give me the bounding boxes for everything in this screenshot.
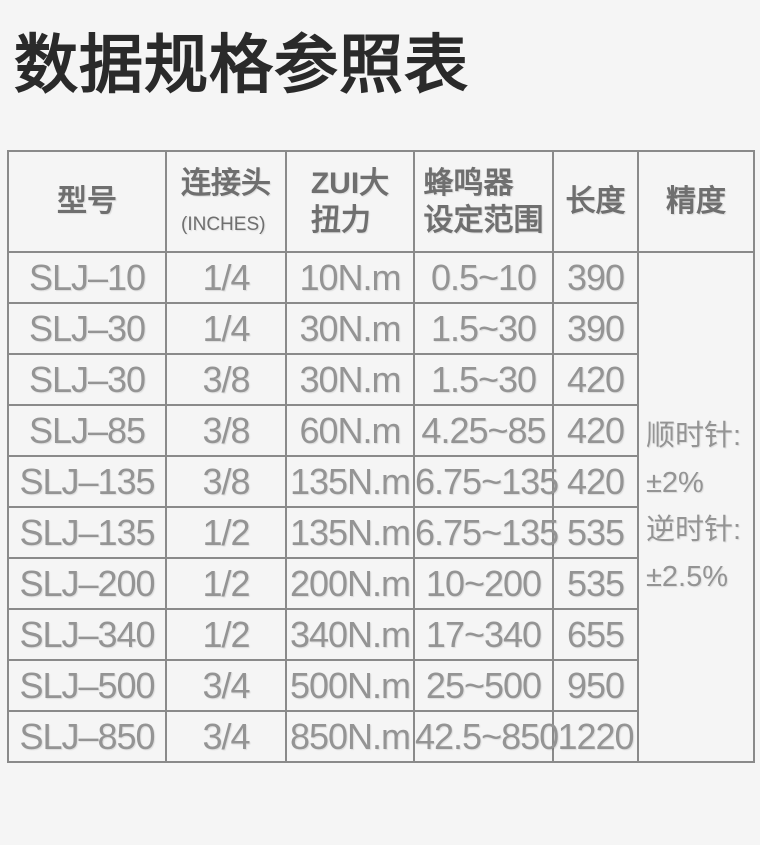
cell-connector: 1/4 (165, 302, 287, 356)
cell-torque: 135N.m (285, 506, 415, 560)
header-torque-line2: 扭力 (310, 203, 371, 237)
header-buzzer-line2: 设定范围 (423, 203, 544, 237)
cell-model: SLJ–30 (7, 302, 167, 356)
table-row: SLJ–340 1/2 340N.m 17~340 655 (7, 608, 754, 662)
header-buzzer: 蜂鸣器 设定范围 (413, 150, 554, 254)
cell-model: SLJ–135 (7, 506, 167, 560)
cell-buzzer-range: 4.25~85 (413, 404, 554, 458)
cell-connector: 1/4 (165, 251, 287, 305)
cell-model: SLJ–500 (7, 659, 167, 713)
cell-connector: 1/2 (165, 608, 287, 662)
cell-torque: 30N.m (285, 353, 415, 407)
cell-buzzer-range: 6.75~135 (413, 455, 559, 509)
cell-connector: 3/8 (165, 455, 287, 509)
cell-model: SLJ–135 (7, 455, 167, 509)
table-header: 型号 连接头 (INCHES) ZUI大 扭力 蜂鸣器 设定范围 长度 精度 (7, 150, 755, 254)
accuracy-line: 逆时针: (646, 514, 742, 547)
cell-model: SLJ–850 (7, 710, 167, 764)
cell-torque: 10N.m (285, 251, 415, 305)
table-row: SLJ–30 1/4 30N.m 1.5~30 390 (7, 302, 754, 356)
cell-buzzer-range: 10~200 (413, 557, 554, 611)
table-row: SLJ–10 1/4 10N.m 0.5~10 390 顺时针: ±2% 逆时针… (7, 251, 755, 764)
header-row: 型号 连接头 (INCHES) ZUI大 扭力 蜂鸣器 设定范围 长度 精度 (7, 150, 755, 254)
header-torque-line1: ZUI大 (310, 166, 390, 200)
cell-torque: 200N.m (285, 557, 415, 611)
spec-table: 型号 连接头 (INCHES) ZUI大 扭力 蜂鸣器 设定范围 长度 精度 S… (7, 150, 755, 764)
cell-connector: 1/2 (165, 557, 287, 611)
cell-torque: 135N.m (285, 455, 415, 509)
header-accuracy-label: 精度 (666, 185, 726, 219)
cell-buzzer-range: 1.5~30 (413, 302, 554, 356)
cell-model: SLJ–30 (7, 353, 167, 407)
table-row: SLJ–85 3/8 60N.m 4.25~85 420 (7, 404, 754, 458)
cell-length: 535 (552, 557, 639, 611)
cell-buzzer-range: 25~500 (413, 659, 554, 713)
cell-connector: 1/2 (165, 506, 287, 560)
header-connector: 连接头 (INCHES) (165, 150, 287, 254)
cell-length: 535 (552, 506, 639, 560)
table-body: SLJ–10 1/4 10N.m 0.5~10 390 顺时针: ±2% 逆时针… (7, 251, 755, 764)
cell-connector: 3/8 (165, 404, 287, 458)
header-buzzer-line1: 蜂鸣器 (423, 166, 514, 200)
table-row: SLJ–30 3/8 30N.m 1.5~30 420 (7, 353, 754, 407)
header-length: 长度 (552, 150, 639, 254)
cell-connector: 3/4 (165, 710, 287, 764)
header-connector-unit: (INCHES) (181, 213, 266, 235)
cell-length: 950 (552, 659, 639, 713)
cell-model: SLJ–85 (7, 404, 167, 458)
cell-accuracy-merged: 顺时针: ±2% 逆时针: ±2.5% (637, 251, 755, 764)
table-row: SLJ–850 3/4 850N.m 42.5~850 1220 (7, 710, 754, 764)
cell-torque: 500N.m (285, 659, 415, 713)
page-title: 数据规格参照表 (14, 29, 469, 101)
cell-buzzer-range: 42.5~850 (413, 710, 559, 764)
accuracy-line: ±2% (646, 467, 704, 500)
header-torque: ZUI大 扭力 (285, 150, 415, 254)
table-row: SLJ–200 1/2 200N.m 10~200 535 (7, 557, 754, 611)
cell-length: 420 (552, 455, 639, 509)
header-length-label: 长度 (565, 185, 626, 219)
cell-length: 390 (552, 251, 639, 305)
cell-length: 390 (552, 302, 639, 356)
header-model-label: 型号 (57, 185, 117, 219)
accuracy-line: 顺时针: (646, 420, 742, 453)
cell-length: 1220 (552, 710, 639, 764)
cell-torque: 340N.m (285, 608, 415, 662)
header-model: 型号 (7, 150, 167, 254)
cell-torque: 60N.m (285, 404, 415, 458)
cell-model: SLJ–340 (7, 608, 167, 662)
cell-torque: 850N.m (285, 710, 415, 764)
cell-buzzer-range: 1.5~30 (413, 353, 554, 407)
cell-length: 420 (552, 353, 639, 407)
cell-length: 420 (552, 404, 639, 458)
table-row: SLJ–135 1/2 135N.m 6.75~135 535 (7, 506, 754, 560)
cell-buzzer-range: 6.75~135 (413, 506, 559, 560)
table-row: SLJ–135 3/8 135N.m 6.75~135 420 (7, 455, 754, 509)
header-connector-label: 连接头 (181, 166, 271, 200)
cell-length: 655 (552, 608, 639, 662)
cell-buzzer-range: 0.5~10 (413, 251, 554, 305)
cell-model: SLJ–200 (7, 557, 167, 611)
cell-model: SLJ–10 (7, 251, 167, 305)
header-accuracy: 精度 (637, 150, 755, 254)
accuracy-line: ±2.5% (646, 561, 729, 594)
cell-connector: 3/8 (165, 353, 287, 407)
cell-torque: 30N.m (285, 302, 415, 356)
cell-buzzer-range: 17~340 (413, 608, 554, 662)
table-row: SLJ–500 3/4 500N.m 25~500 950 (7, 659, 754, 713)
cell-connector: 3/4 (165, 659, 287, 713)
